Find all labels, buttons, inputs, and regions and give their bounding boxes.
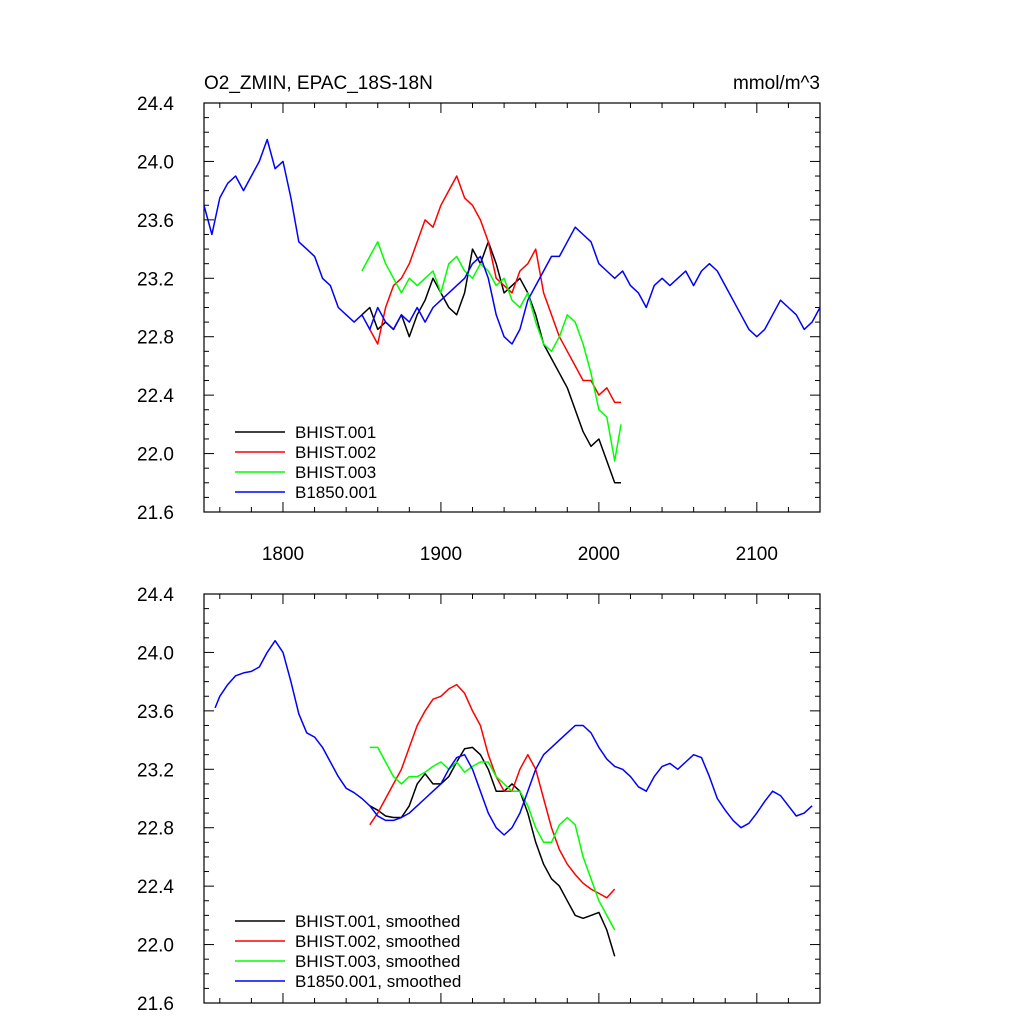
panel-0-y-tick-label: 23.6 xyxy=(137,211,174,232)
panel-1-y-tick-label: 22.8 xyxy=(137,819,174,840)
panel-0-y-tick-label: 21.6 xyxy=(137,503,174,524)
panel-1-y-tick-label: 24.4 xyxy=(137,585,174,606)
panel-0-y-tick-label: 24.4 xyxy=(137,94,174,115)
panel-0-y-tick-label: 22.4 xyxy=(137,386,174,407)
panel-0-series-bhist-002 xyxy=(369,175,621,404)
panel-0-y-tick-label: 23.2 xyxy=(137,269,174,290)
panel-1-y-tick-label: 22.4 xyxy=(137,877,174,898)
panel-0-legend-label-bhist-002: BHIST.002 xyxy=(295,443,376,462)
bottom-panel: 21.6 22.0 22.4 22.8 23.2 23.6 24.0 24.4 BHIST.00… xyxy=(137,585,821,1015)
panel-1-series-bhist-001-smoothed xyxy=(369,746,616,957)
panel-0-x-tick-label: 2100 xyxy=(736,544,778,565)
panel-0-series-bhist-003 xyxy=(361,241,622,462)
panel-1-legend-label-bhist-003-smoothed: BHIST.003, smoothed xyxy=(295,952,460,971)
panel-0-y-tick-label: 24.0 xyxy=(137,152,174,173)
panel-1-legend-label-bhist-002-smoothed: BHIST.002, smoothed xyxy=(295,932,460,951)
panel-1-series-bhist-003-smoothed xyxy=(369,746,616,931)
panel-0-legend-label-b1850-001: B1850.001 xyxy=(295,483,377,502)
panel-1-y-tick-label: 21.6 xyxy=(137,994,174,1015)
panel-0-x-tick-label: 1800 xyxy=(262,544,304,565)
panel-1-legend-label-b1850-001-smoothed: B1850.001, smoothed xyxy=(295,972,461,991)
panel-0-series-b1850-001 xyxy=(203,138,821,345)
panel-1-y-tick-label: 23.6 xyxy=(137,702,174,723)
panel-0-units-label: mmol/m^3 xyxy=(733,73,820,94)
panel-0-x-tick-label: 1900 xyxy=(420,544,462,565)
panel-1-series-bhist-002-smoothed xyxy=(369,683,616,899)
panel-0-title: O2_ZMIN, EPAC_18S-18N xyxy=(204,73,433,94)
panel-0-legend-label-bhist-003: BHIST.003 xyxy=(295,463,376,482)
panel-0-y-tick-label: 22.0 xyxy=(137,445,174,466)
panel-0-y-tick-label: 22.8 xyxy=(137,328,174,349)
top-panel: 21.6 22.0 22.4 22.8 23.2 23.6 24.0 24.4 1800 1900… xyxy=(137,73,821,565)
panel-1-y-tick-label: 24.0 xyxy=(137,643,174,664)
panel-1-legend-label-bhist-001-smoothed: BHIST.001, smoothed xyxy=(295,912,460,931)
panel-1-y-tick-label: 23.2 xyxy=(137,760,174,781)
panel-1-y-tick-label: 22.0 xyxy=(137,936,174,957)
panel-0-series-bhist-001 xyxy=(361,241,621,484)
panel-0-x-tick-label: 2000 xyxy=(578,544,620,565)
panel-0-legend-label-bhist-001: BHIST.001 xyxy=(295,423,376,442)
panel-1-series-b1850-001-smoothed xyxy=(214,639,813,836)
